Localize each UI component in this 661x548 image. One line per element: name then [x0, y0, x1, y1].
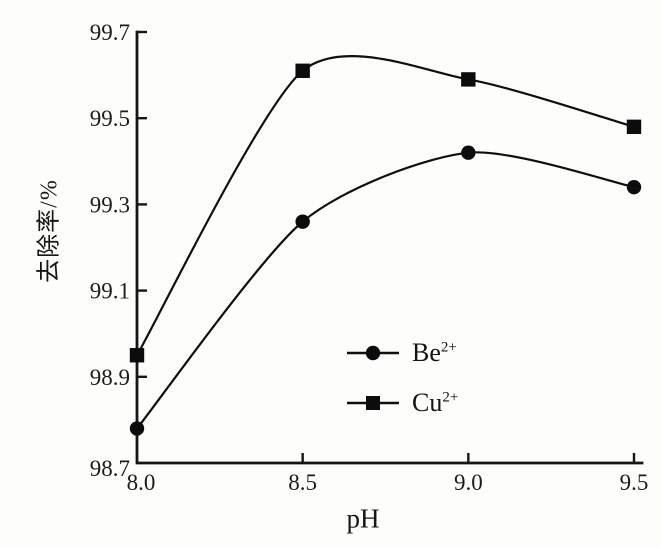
- series-be2plus-point: [129, 421, 145, 436]
- legend-item-be: Be2+: [347, 340, 458, 366]
- x-tick-label: 8.5: [288, 470, 317, 495]
- x-tick-label: 9.5: [620, 470, 649, 495]
- y-tick-label: 99.5: [90, 106, 130, 131]
- axes: [135, 30, 644, 465]
- legend-label-be: Be2+: [412, 338, 457, 367]
- series-be2plus-point: [461, 145, 476, 160]
- y-tick-label: 98.9: [90, 365, 130, 390]
- y-axis-title: 去除率/%: [36, 179, 63, 283]
- series-be2plus-point: [295, 214, 310, 229]
- square-marker-icon: [347, 396, 399, 410]
- series-cu2plus-point: [626, 119, 642, 135]
- legend-label-cu: Cu2+: [412, 388, 459, 417]
- y-tick-label: 99.1: [90, 279, 130, 304]
- series-be2plus-curve: [135, 151, 636, 430]
- x-tick-label: 8.0: [127, 470, 156, 495]
- legend: Be2+ Cu2+: [347, 340, 458, 416]
- x-tick-label: 9.0: [454, 470, 483, 495]
- series-cu2plus-point: [129, 348, 145, 363]
- y-tick-label: 98.7: [90, 456, 130, 481]
- series-cu2plus-point: [295, 63, 310, 78]
- y-tick-label: 99.3: [90, 192, 130, 217]
- series-cu2plus-point: [461, 72, 476, 87]
- series-cu2plus-curve: [135, 55, 636, 357]
- x-axis-title: pH: [346, 503, 380, 534]
- series-be2plus-point: [626, 179, 642, 195]
- y-tick-label: 99.7: [90, 20, 130, 45]
- circle-marker-icon: [347, 345, 399, 361]
- legend-item-cu: Cu2+: [347, 390, 458, 416]
